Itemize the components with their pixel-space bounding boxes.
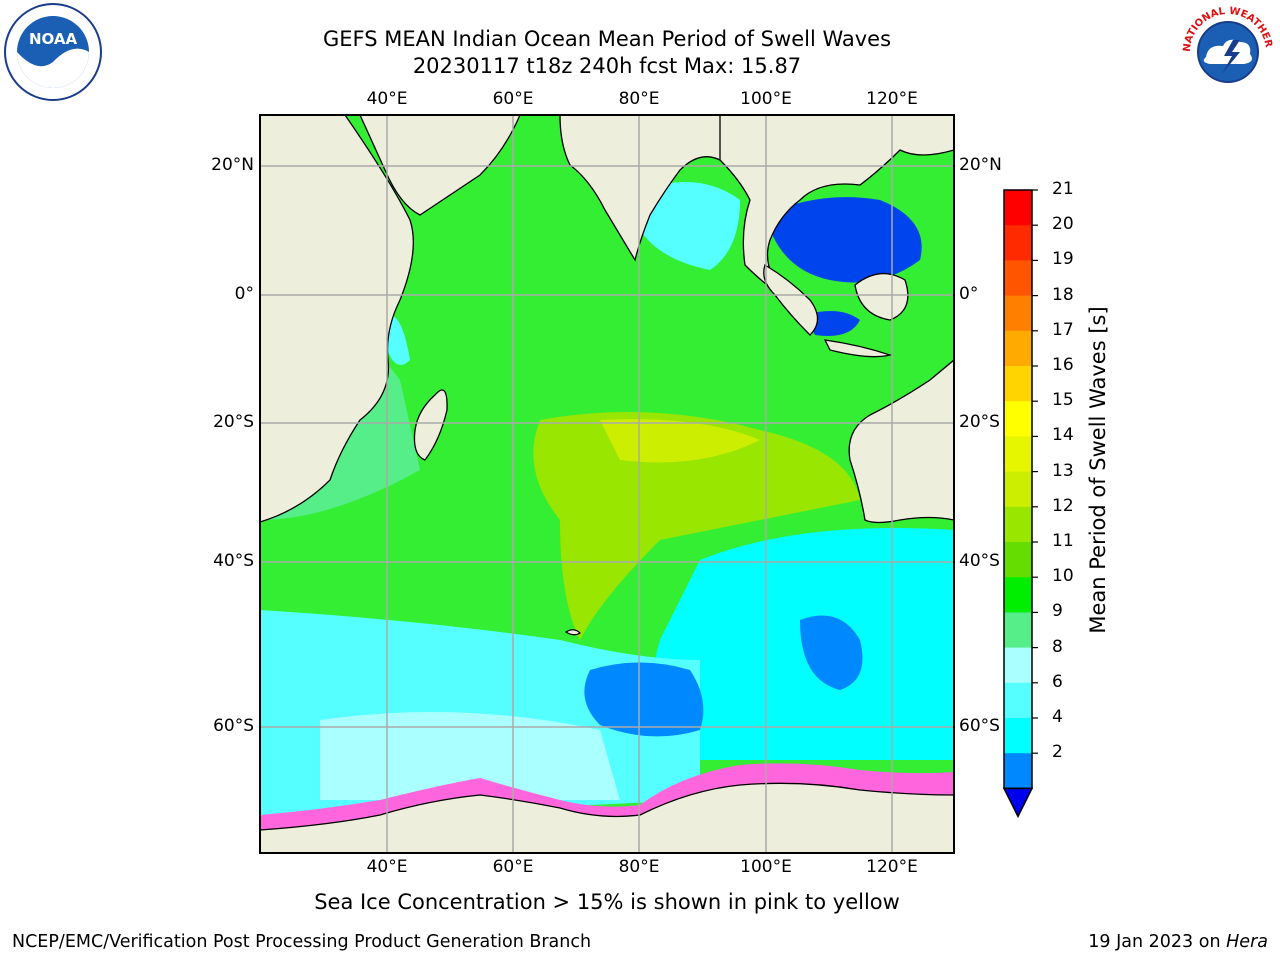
madagascar-land <box>413 389 448 461</box>
colorbar-swatch <box>1004 190 1032 226</box>
colorbar-extension <box>1002 787 1034 819</box>
colorbar-frame <box>1003 189 1033 790</box>
credit-text: NCEP/EMC/Verification Post Processing Pr… <box>12 932 592 952</box>
colorbar-tick-label: 15 <box>1052 390 1074 411</box>
lon-label-top-60e: 60°E <box>492 89 534 109</box>
lon-label-top-80e: 80°E <box>618 89 660 109</box>
colorbar-swatch <box>1004 718 1032 754</box>
colorbar-swatch <box>1004 366 1032 402</box>
colorbar-tick-label: 21 <box>1052 179 1074 199</box>
swell-zone-yellow-green <box>533 412 860 640</box>
colorbar-tick-label: 19 <box>1052 249 1074 270</box>
borneo-land <box>854 273 909 321</box>
sea-ice-band <box>260 763 954 832</box>
lat-label-right-20s: 20°S <box>959 412 1000 432</box>
colorbar-tick-label: 2 <box>1052 742 1063 763</box>
lat-label-right-40s: 40°S <box>959 551 1000 571</box>
colorbar-swatch <box>1004 612 1032 649</box>
graticule <box>260 115 954 853</box>
colorbar-tick-label: 17 <box>1052 319 1074 340</box>
lon-label-bottom-40e: 40°E <box>366 857 408 877</box>
colorbar-swatch <box>1004 436 1032 473</box>
lat-label-right-60s: 60°S <box>959 716 1000 736</box>
kerguelen-land <box>564 629 581 636</box>
map-frame <box>259 114 955 854</box>
map-title: GEFS MEAN Indian Ocean Mean Period of Sw… <box>322 27 892 51</box>
colorbar-swatch <box>1004 506 1032 543</box>
colorbar-label: Mean Period of Swell Waves [s] <box>1086 306 1110 634</box>
noaa-logo: NOAA <box>4 3 102 101</box>
colorbar-tick-label: 9 <box>1052 601 1063 622</box>
africa-land <box>260 115 414 523</box>
swell-zone-cyan-bay <box>640 182 740 270</box>
colorbar-swatch <box>1004 330 1032 367</box>
colorbar-tick-label: 6 <box>1052 671 1063 692</box>
colorbar-swatch <box>1004 577 1032 613</box>
colorbar-swatch <box>1004 542 1032 578</box>
colorbar-tick-label: 10 <box>1052 566 1074 587</box>
lat-label-right-0: 0° <box>959 284 979 304</box>
sumatra-land <box>763 264 819 336</box>
colorbar-swatch <box>1004 471 1032 508</box>
colorbar-swatch <box>1004 753 1032 789</box>
lon-label-bottom-100e: 100°E <box>740 857 792 877</box>
arabia-land <box>359 115 521 216</box>
lon-label-top-40e: 40°E <box>366 89 408 109</box>
colorbar-tick-label: 12 <box>1052 495 1074 516</box>
host-name: Hera <box>1226 932 1268 952</box>
lon-label-top-120e: 120°E <box>866 89 918 109</box>
sea-ice-note: Sea Ice Concentration > 15% is shown in … <box>314 890 900 914</box>
date-text: 19 Jan 2023 on Hera <box>1088 932 1268 952</box>
colorbar-tick-label: 14 <box>1052 425 1074 446</box>
map-subtitle: 20230117 t18z 240h fcst Max: 15.87 <box>412 54 802 78</box>
lon-label-bottom-80e: 80°E <box>618 857 660 877</box>
colorbar-swatch <box>1004 260 1032 297</box>
lat-label-left-60s: 60°S <box>213 716 254 736</box>
colorbar-tick-label: 13 <box>1052 460 1074 481</box>
colorbar-tick-label: 20 <box>1052 214 1074 235</box>
lon-label-bottom-120e: 120°E <box>866 857 918 877</box>
colorbar-swatch <box>1004 401 1032 437</box>
lat-label-left-20s: 20°S <box>213 412 254 432</box>
lat-label-right-20n: 20°N <box>959 155 1002 175</box>
date-value: 19 Jan 2023 on <box>1088 932 1221 952</box>
nws-logo: NATIONAL WEATHER SERVICE <box>1178 2 1276 100</box>
colorbar-tick-label: 16 <box>1052 355 1074 375</box>
southeast-asia-land <box>719 115 954 301</box>
swell-zone-blue-seasia <box>765 197 922 283</box>
lon-label-bottom-60e: 60°E <box>492 857 534 877</box>
swell-zone-blue-south <box>584 662 704 737</box>
swell-zone-yellow <box>600 419 760 463</box>
colorbar-tick-label: 8 <box>1052 636 1063 657</box>
lat-label-left-0: 0° <box>234 284 254 304</box>
colorbar-tick-label: 11 <box>1052 531 1074 551</box>
colorbar-tick-label: 4 <box>1052 707 1063 727</box>
lon-label-top-100e: 100°E <box>740 89 792 109</box>
noaa-logo-text: NOAA <box>29 30 78 48</box>
australia-land <box>848 359 954 524</box>
swell-zone-blue-se <box>800 615 863 690</box>
swell-zone-pale-cyan <box>320 712 620 800</box>
colorbar-swatch <box>1004 295 1032 332</box>
lat-label-left-40s: 40°S <box>213 551 254 571</box>
colorbar-tick-label: 18 <box>1052 284 1074 305</box>
colorbar <box>1002 189 1038 819</box>
lat-label-left-20n: 20°N <box>211 155 254 175</box>
antarctica-land <box>260 782 954 853</box>
colorbar-swatch <box>1004 225 1032 261</box>
swell-zone-blue-java <box>805 311 860 336</box>
java-land <box>823 339 893 358</box>
colorbar-swatch <box>1004 682 1032 719</box>
colorbar-swatch <box>1004 647 1032 684</box>
